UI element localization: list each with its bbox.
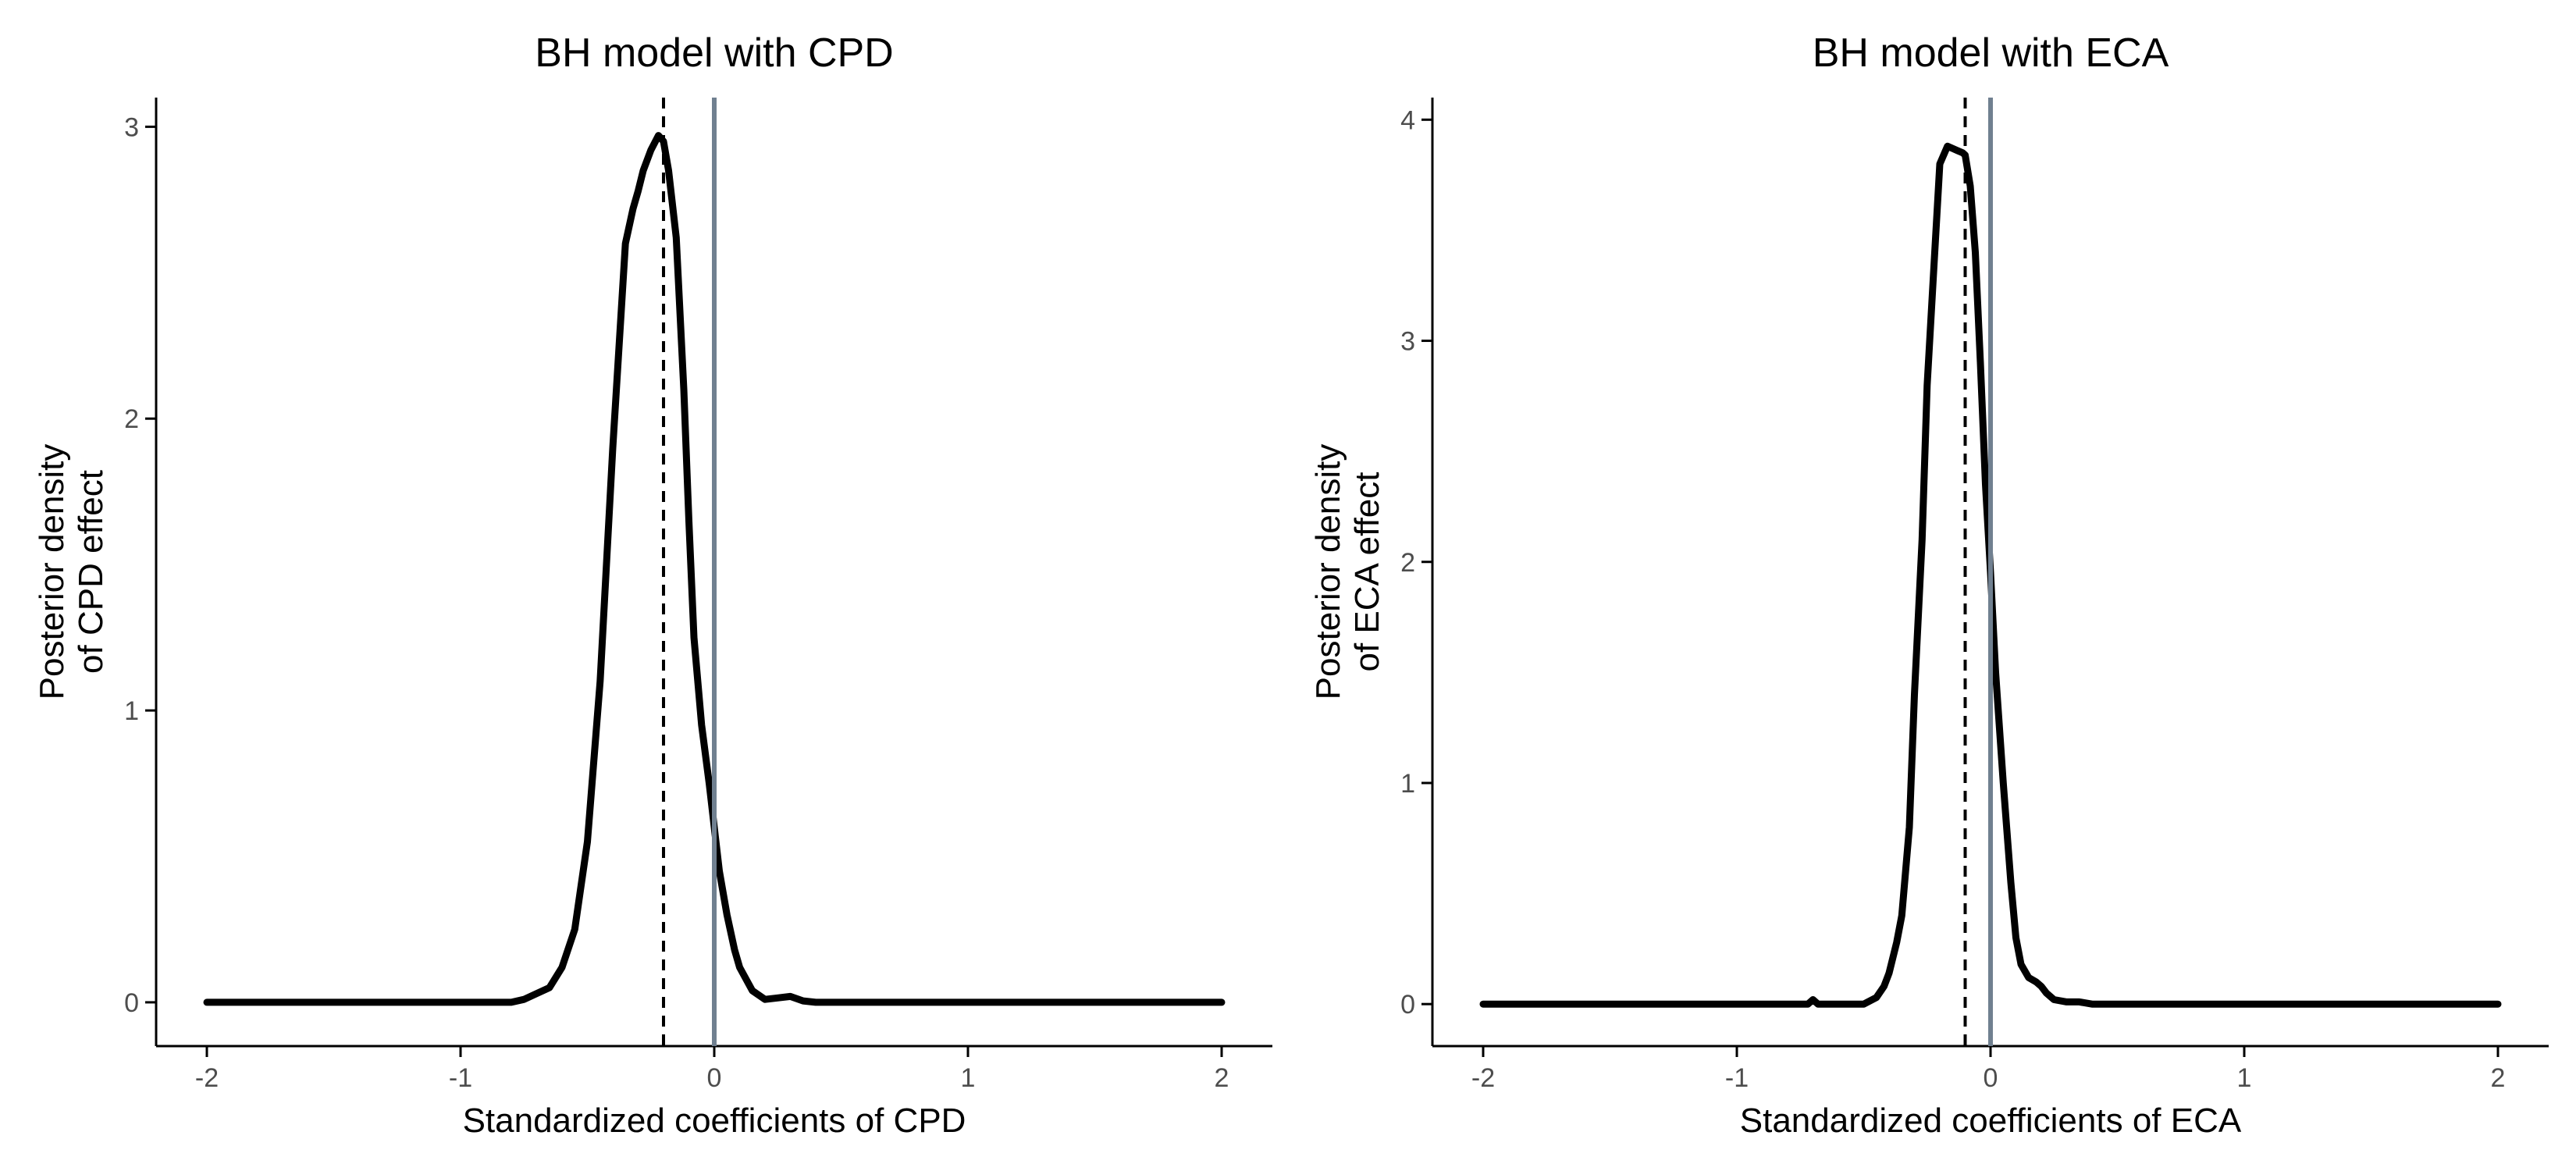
y-tick-label: 1 — [1400, 769, 1415, 799]
y-axis-title-line: Posterior density — [33, 444, 71, 700]
y-axis-title-line: Posterior density — [1309, 444, 1347, 700]
y-tick-label: 0 — [1400, 990, 1415, 1020]
y-axis-title: Posterior densityof ECA effect — [1309, 444, 1386, 700]
x-tick-label: 0 — [1984, 1063, 1998, 1093]
y-tick-label: 1 — [124, 696, 139, 726]
y-tick-label: 3 — [124, 112, 139, 142]
y-tick-label: 0 — [124, 988, 139, 1018]
panel-eca: BH model with ECA -2 -1 0 1 2 0 1 2 3 4 Standardize… — [1309, 30, 2549, 1140]
x-tick-label: 0 — [707, 1063, 722, 1093]
x-axis-title: Standardized coefficients of ECA — [1740, 1102, 2242, 1140]
x-tick-label: 2 — [1215, 1063, 1229, 1093]
y-tick-label: 2 — [124, 404, 139, 434]
chart-title: BH model with CPD — [535, 30, 893, 76]
x-tick-label: 2 — [2491, 1063, 2506, 1093]
x-tick-label: -1 — [449, 1063, 472, 1093]
x-tick-label: 1 — [2237, 1063, 2252, 1093]
x-tick-label: -1 — [1725, 1063, 1749, 1093]
x-tick-label: 1 — [961, 1063, 976, 1093]
y-tick-label: 3 — [1400, 327, 1415, 357]
chart-title: BH model with ECA — [1813, 30, 2169, 76]
x-tick-label: -2 — [1471, 1063, 1495, 1093]
y-axis-title-line: of ECA effect — [1348, 472, 1386, 671]
y-tick-label: 2 — [1400, 548, 1415, 578]
y-axis-title-line: of CPD effect — [72, 470, 110, 674]
panel-cpd: BH model with CPD -2 -1 0 1 2 0 1 2 3 Standardized… — [33, 30, 1272, 1140]
x-tick-label: -2 — [195, 1063, 219, 1093]
density-curve — [203, 132, 1226, 1006]
y-axis-title: Posterior densityof CPD effect — [33, 444, 110, 700]
y-tick-label: 4 — [1400, 105, 1415, 135]
x-axis-title: Standardized coefficients of CPD — [463, 1102, 966, 1140]
